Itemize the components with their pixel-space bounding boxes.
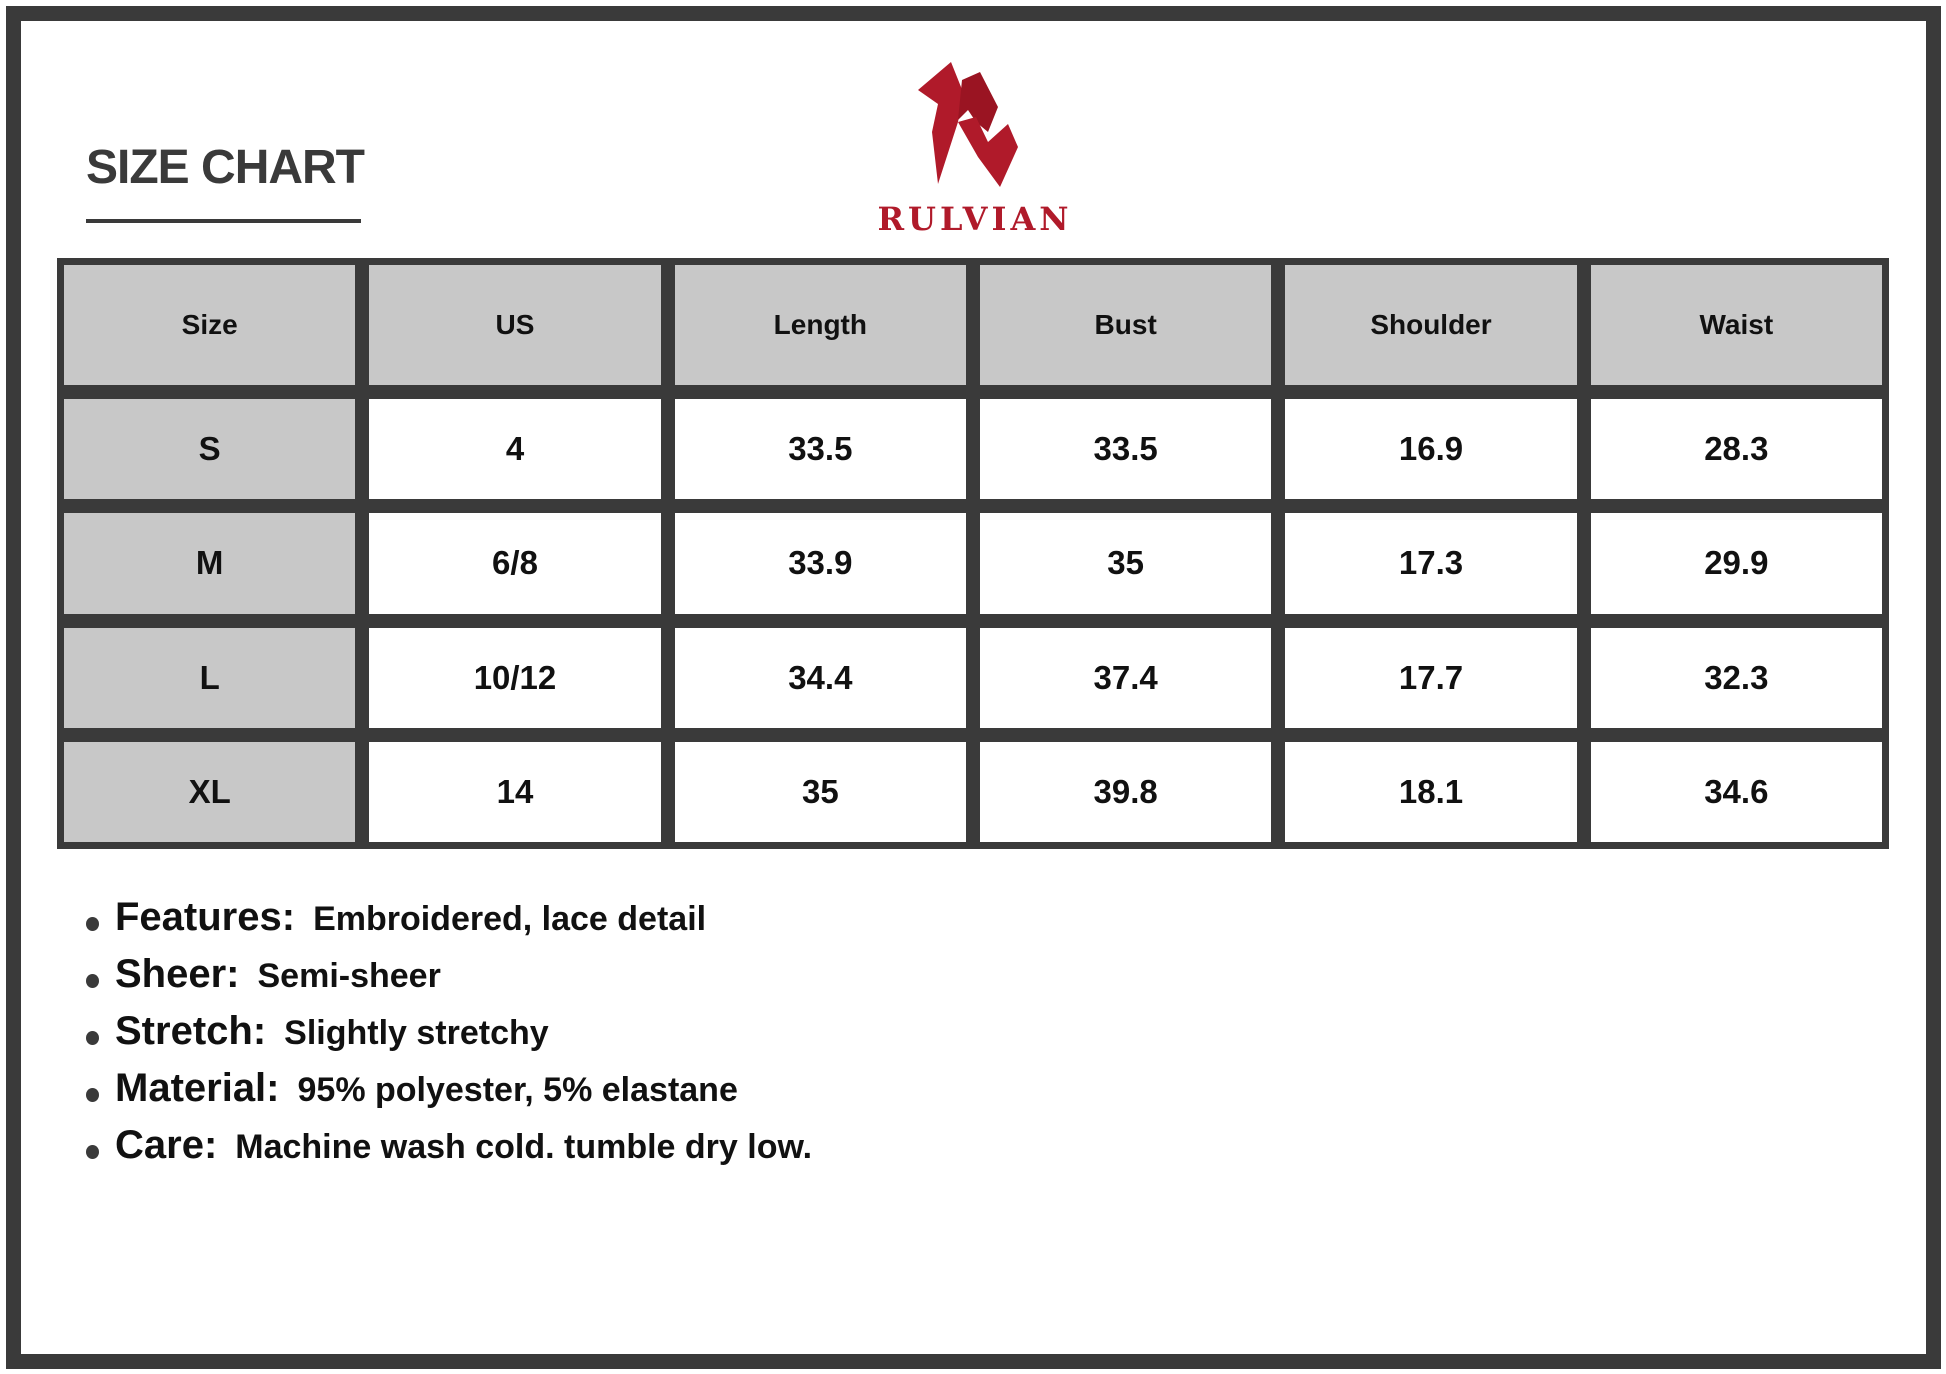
- bullet-icon: [86, 1030, 99, 1045]
- title-underline: [86, 219, 361, 223]
- bullet-icon: [86, 973, 99, 988]
- brand-logo: RULVIAN: [855, 62, 1095, 238]
- bullet-icon: [86, 916, 99, 931]
- feature-value: Semi-sheer: [257, 957, 441, 995]
- column-header: US: [369, 265, 661, 385]
- feature-item: Sheer: Semi-sheer: [86, 952, 812, 1009]
- table-cell: 4: [369, 399, 661, 500]
- product-features-list: Features: Embroidered, lace detail Sheer: S…: [86, 895, 812, 1180]
- table-cell: 16.9: [1285, 399, 1577, 500]
- feature-label: Features:: [115, 895, 296, 939]
- table-cell: 17.7: [1285, 627, 1577, 728]
- size-chart-table: Size US Length Bust Shoulder Waist S 4 33.5 33.5 1…: [57, 258, 1889, 849]
- feature-value: Embroidered, lace detail: [313, 900, 707, 938]
- brand-name: RULVIAN: [877, 200, 1073, 238]
- table-cell: 37.4: [980, 627, 1272, 728]
- feature-value: 95% polyester, 5% elastane: [297, 1071, 738, 1109]
- page-frame: [6, 6, 1941, 1369]
- table-cell: 14: [369, 741, 661, 842]
- table-cell: 33.5: [980, 399, 1272, 500]
- table-cell: 35: [980, 513, 1272, 614]
- table-cell: 33.5: [674, 399, 966, 500]
- page-title: SIZE CHART: [86, 141, 365, 194]
- feature-label: Care:: [115, 1123, 218, 1167]
- feature-label: Material:: [115, 1066, 280, 1110]
- table-cell: 29.9: [1590, 513, 1882, 614]
- table-cell: 39.8: [980, 741, 1272, 842]
- size-label-cell: S: [64, 399, 356, 500]
- size-label-cell: XL: [64, 741, 356, 842]
- table-cell: 18.1: [1285, 741, 1577, 842]
- table-cell: 32.3: [1590, 627, 1882, 728]
- feature-item: Features: Embroidered, lace detail: [86, 895, 812, 952]
- table-cell: 34.6: [1590, 741, 1882, 842]
- bullet-icon: [86, 1144, 99, 1159]
- table-cell: 35: [674, 741, 966, 842]
- feature-item: Stretch: Slightly stretchy: [86, 1009, 812, 1066]
- table-cell: 17.3: [1285, 513, 1577, 614]
- bullet-icon: [86, 1087, 99, 1102]
- column-header: Bust: [980, 265, 1272, 385]
- table-cell: 6/8: [369, 513, 661, 614]
- size-label-cell: L: [64, 627, 356, 728]
- size-label-cell: M: [64, 513, 356, 614]
- table-cell: 33.9: [674, 513, 966, 614]
- column-header: Size: [64, 265, 356, 385]
- column-header: Length: [674, 265, 966, 385]
- feature-label: Stretch:: [115, 1009, 267, 1053]
- feature-item: Care: Machine wash cold. tumble dry low.: [86, 1123, 812, 1180]
- feature-value: Machine wash cold. tumble dry low.: [235, 1128, 813, 1166]
- column-header: Waist: [1590, 265, 1882, 385]
- table-cell: 10/12: [369, 627, 661, 728]
- table-cell: 34.4: [674, 627, 966, 728]
- table-cell: 28.3: [1590, 399, 1882, 500]
- feature-value: Slightly stretchy: [284, 1014, 549, 1052]
- feature-item: Material: 95% polyester, 5% elastane: [86, 1066, 812, 1123]
- feature-label: Sheer:: [115, 952, 240, 996]
- column-header: Shoulder: [1285, 265, 1577, 385]
- stylized-r-logo-icon: [918, 62, 1018, 187]
